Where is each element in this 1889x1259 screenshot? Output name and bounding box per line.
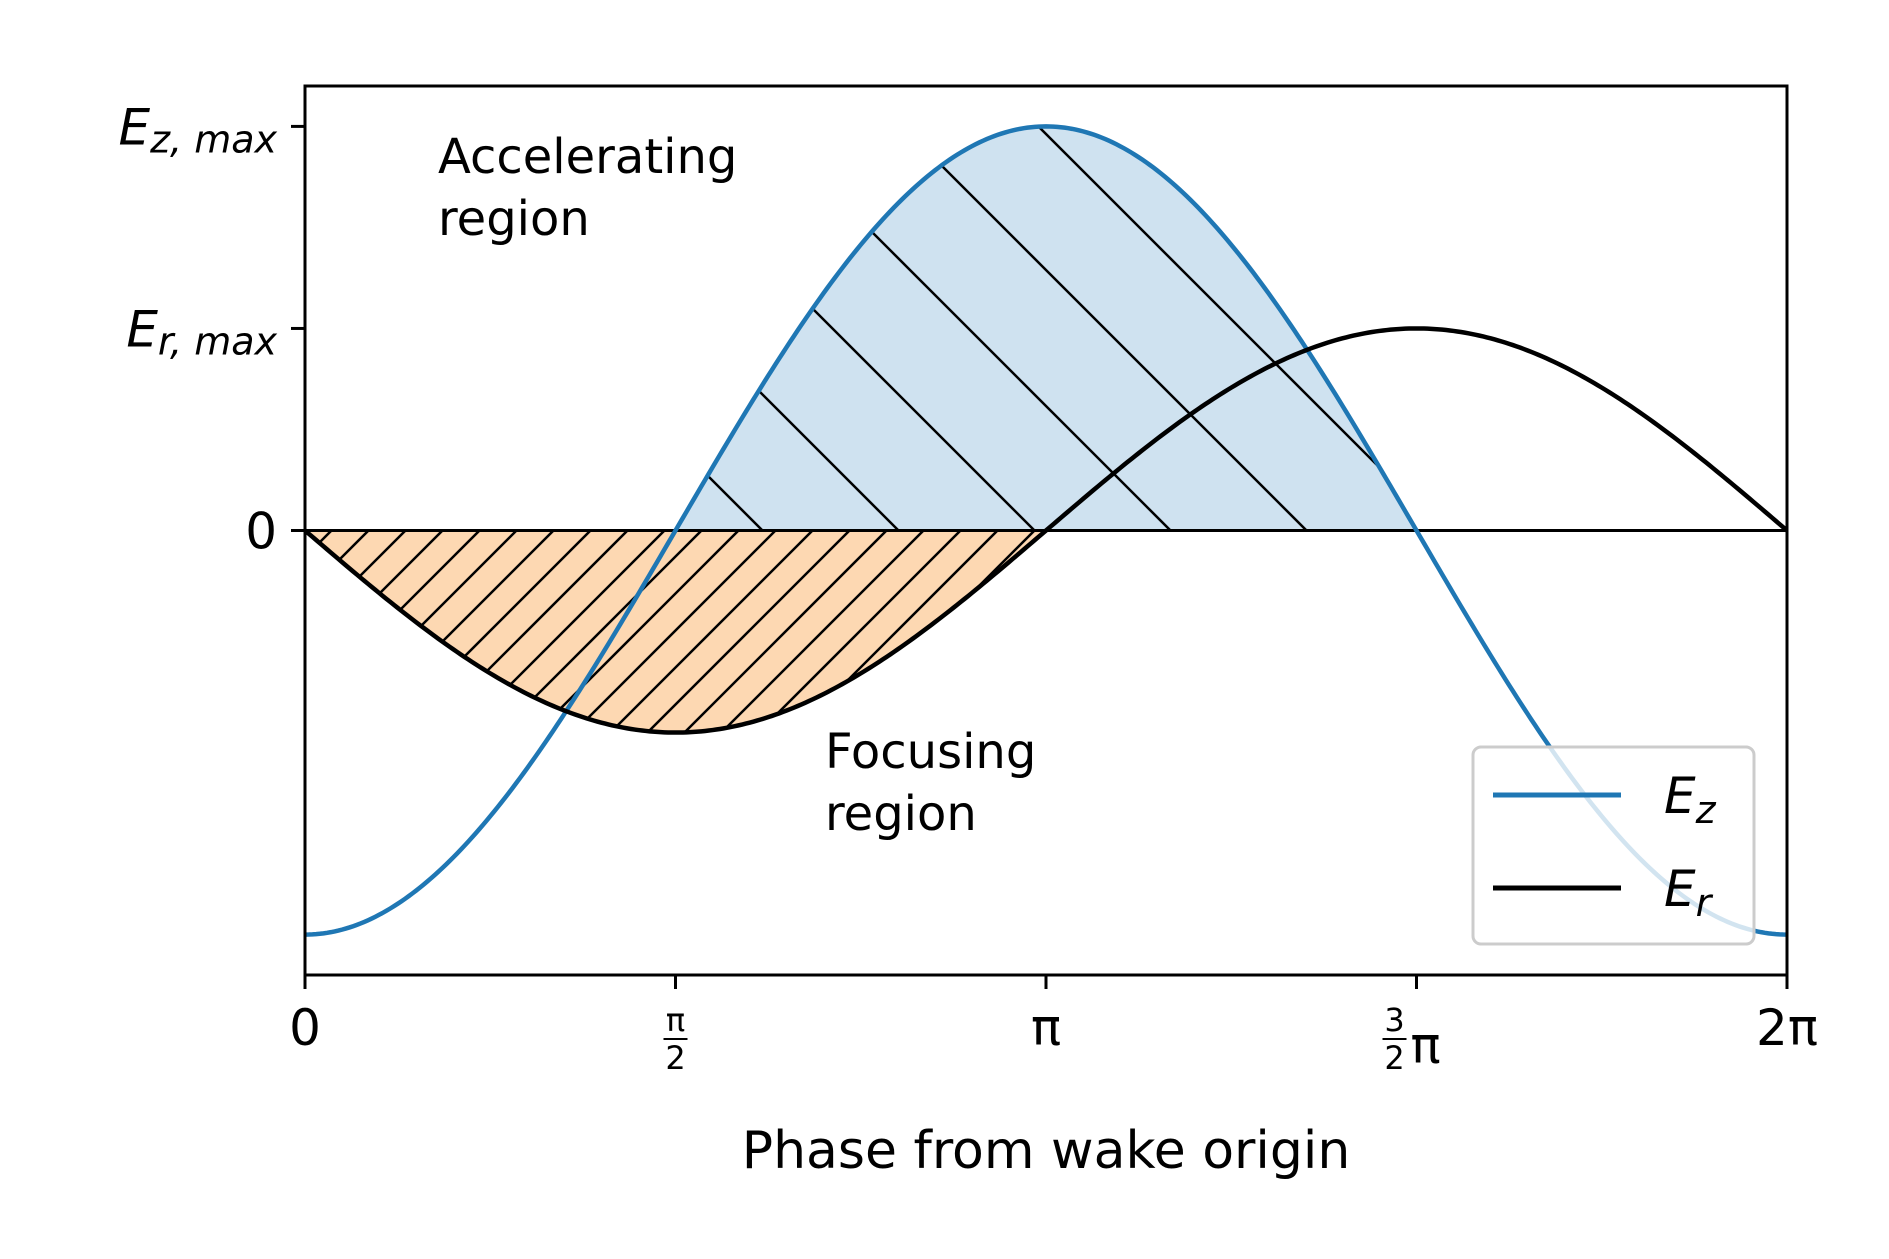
focusing-hatch-line [305, 530, 382, 733]
series-line-ez [305, 124, 1787, 937]
x-tick-label: 0 [289, 999, 321, 1057]
x-axis-title: Phase from wake origin [742, 1121, 1351, 1181]
focusing-hatch-line [1560, 0, 1889, 1259]
focusing-hatch-line [0, 0, 233, 1259]
x-tick-label: 2π [1756, 999, 1818, 1057]
focusing-hatch-line [305, 530, 1046, 733]
focusing-hatch-line [1486, 0, 1889, 1259]
accelerating-hatch-line [0, 0, 308, 1259]
focusing-hatch-line [0, 0, 159, 1259]
focusing-hatch-line [0, 0, 11, 1259]
accelerating-hatch-line [0, 0, 172, 1259]
focusing-hatch-line [1412, 0, 1889, 1259]
focusing-hatch-line [305, 530, 1046, 733]
focusing-hatch-line [1856, 0, 1889, 1259]
focusing-hatch-line [305, 530, 1046, 733]
focusing-hatch-line [1227, 0, 1889, 1259]
x-tick-label-denominator: 2 [665, 1039, 685, 1077]
accelerating-hatch-line [1319, 126, 1417, 531]
accelerating-hatch-line [1456, 0, 1889, 1259]
focusing-hatch-line [305, 530, 345, 733]
legend: Ez Er [1471, 745, 1756, 946]
focusing-hatch-line [0, 0, 48, 1259]
legend-label-ez: Ez [1664, 767, 1717, 832]
focusing-hatch-line [305, 530, 1046, 733]
y-tick-label: Ez, max [119, 98, 278, 161]
focusing-region-label: Focusing region [825, 724, 1052, 842]
accelerating-hatch-line [1728, 0, 1889, 1259]
focusing-hatch-line [1079, 0, 1889, 1259]
x-tick-label-numerator: 3 [1384, 1001, 1404, 1039]
focusing-hatch-line [1264, 0, 1889, 1259]
accelerating-hatch-line [775, 126, 1417, 531]
legend-box [1471, 745, 1756, 946]
focusing-hatch-line [305, 530, 1046, 733]
x-tick-label-denominator: 2 [1384, 1039, 1404, 1077]
focusing-hatch-line [305, 530, 1046, 733]
accelerating-hatch-line [1592, 0, 1889, 1259]
focusing-hatch-line [1153, 0, 1889, 1259]
focusing-hatch-line [305, 530, 1046, 733]
accelerating-region-label: Accelerating region [438, 129, 753, 247]
x-axis: 0 π2π 32 π 2π [289, 975, 1818, 1077]
focusing-hatch-line [1819, 0, 1889, 1259]
accelerating-hatch-line [1864, 0, 1889, 1259]
focusing-hatch-line [1597, 0, 1889, 1259]
focusing-hatch-line [1116, 0, 1889, 1259]
focusing-hatch-line [305, 530, 1046, 733]
accelerating-region-fill [675, 126, 1417, 531]
focusing-hatch-line [1745, 0, 1889, 1259]
focusing-hatch-line [305, 530, 419, 733]
accelerating-hatch-line [1183, 126, 1417, 531]
x-tick-label-numerator: π [666, 1001, 685, 1039]
x-tick-label: π [1031, 999, 1061, 1057]
focusing-hatch-line [305, 530, 493, 733]
accelerating-hatch-line [0, 0, 444, 1259]
focusing-hatch-line [0, 0, 270, 1259]
focusing-hatch-line [0, 0, 196, 1259]
focusing-hatch-line [0, 0, 85, 1259]
focusing-hatch-line [1190, 0, 1889, 1259]
focusing-hatch-line [305, 530, 1046, 733]
focusing-hatch-line [0, 0, 122, 1259]
focusing-hatch-line [305, 530, 1046, 733]
series-line-er [305, 326, 1787, 735]
focusing-hatch-line [1708, 0, 1889, 1259]
focusing-hatch-line [1449, 0, 1889, 1259]
focusing-hatch-line [1523, 0, 1889, 1259]
x-tick-label-suffix: π [1411, 1017, 1441, 1075]
focusing-hatch-line [305, 530, 456, 733]
focusing-hatch-line [1634, 0, 1889, 1259]
accelerating-hatch-line [0, 0, 36, 1259]
focusing-hatch-line [1671, 0, 1889, 1259]
y-tick-label: 0 [245, 503, 277, 561]
focusing-hatch-line [305, 530, 1046, 733]
y-axis: Ez, max Er, max 0 [119, 98, 305, 561]
focusing-hatch-line [1375, 0, 1889, 1259]
focusing-hatch-line [305, 530, 308, 733]
y-tick-label: Er, max [126, 300, 277, 363]
accelerating-hatch-line [911, 126, 1417, 531]
focusing-hatch-line [305, 530, 1046, 733]
focusing-hatch-line [1782, 0, 1889, 1259]
legend-label-er: Er [1664, 860, 1714, 925]
